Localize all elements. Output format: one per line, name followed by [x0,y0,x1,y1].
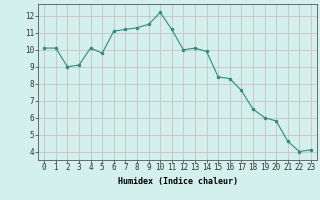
X-axis label: Humidex (Indice chaleur): Humidex (Indice chaleur) [118,177,238,186]
